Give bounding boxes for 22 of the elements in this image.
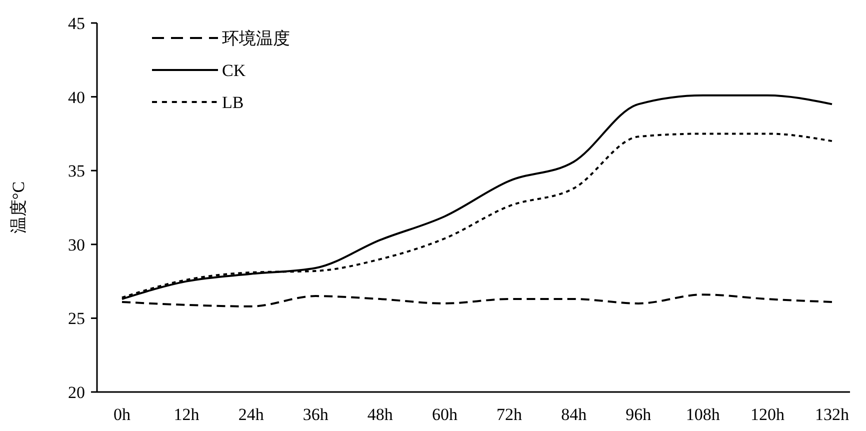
x-tick-label: 48h: [367, 405, 394, 424]
y-axis-title: 温度°C: [9, 181, 28, 234]
x-tick-label: 12h: [174, 405, 200, 424]
x-tick-label: 0h: [114, 405, 131, 424]
x-tick-label: 72h: [496, 405, 523, 424]
legend-label: LB: [222, 92, 244, 112]
x-tick-label: 96h: [626, 405, 652, 424]
y-tick-label: 30: [68, 235, 85, 254]
x-tick-label: 36h: [302, 405, 329, 424]
x-tick-label: 120h: [750, 405, 785, 424]
x-tick-label: 84h: [561, 405, 588, 424]
x-tick-label: 108h: [686, 405, 720, 424]
y-tick-label: 25: [68, 309, 85, 328]
x-tick-label: 132h: [815, 405, 850, 424]
legend-label: 环境温度: [222, 28, 290, 48]
legend-label: CK: [222, 60, 246, 80]
x-tick-label: 24h: [238, 405, 264, 424]
x-tick-label: 60h: [432, 405, 458, 424]
y-tick-label: 45: [68, 14, 85, 33]
y-tick-label: 40: [68, 88, 85, 107]
y-tick-label: 20: [68, 382, 85, 402]
y-tick-label: 35: [68, 162, 85, 181]
